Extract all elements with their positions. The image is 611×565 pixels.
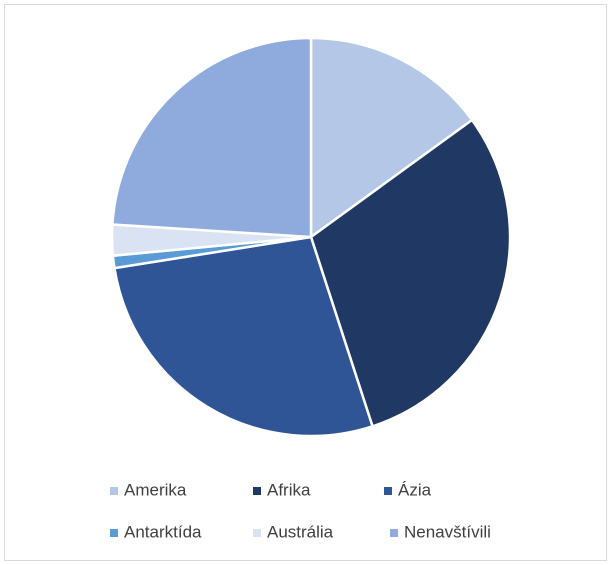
legend-swatch — [253, 487, 261, 495]
legend-swatch — [110, 529, 118, 537]
legend-label: Afrika — [267, 480, 311, 499]
pie-slice — [309, 36, 474, 240]
pie-slice — [111, 36, 313, 239]
pie-slice — [309, 118, 512, 428]
legend-swatch — [384, 487, 392, 495]
legend-label: Ázia — [398, 480, 432, 499]
legend-swatch — [390, 529, 398, 537]
legend-label: Nenavštívili — [404, 522, 491, 541]
legend-label: Amerika — [124, 480, 187, 499]
legend-swatch — [110, 487, 118, 495]
legend-swatch — [253, 529, 261, 537]
legend-label: Antarktída — [124, 522, 202, 541]
pie-slice — [113, 235, 375, 438]
legend-label: Austrália — [267, 522, 334, 541]
